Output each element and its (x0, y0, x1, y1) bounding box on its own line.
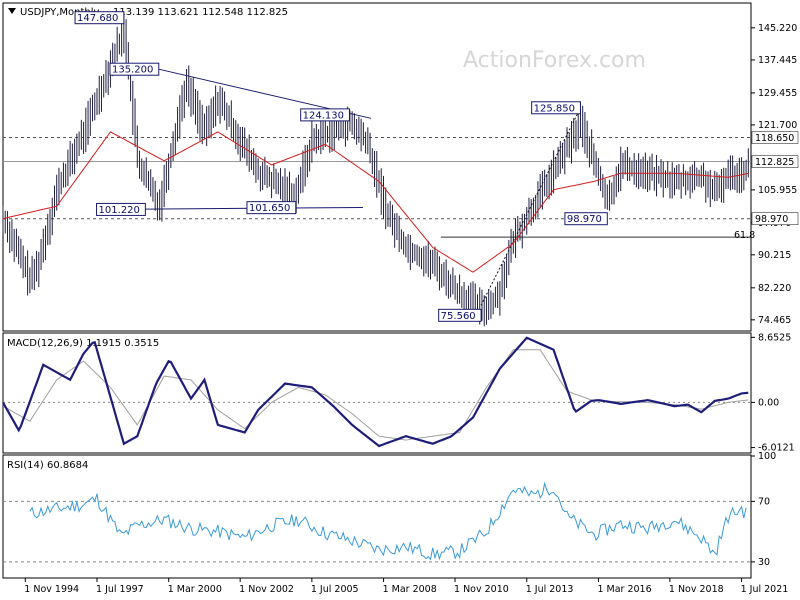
price-y-tick-label: 145.220 (758, 23, 797, 34)
annotation-text: 101.650 (249, 203, 290, 214)
rsi-y-tick-label: 100 (758, 451, 776, 462)
fib-label: 61.8 (734, 230, 755, 241)
price-y-tick-label: 121.700 (758, 120, 797, 131)
x-tick-label: 1 Nov 2002 (239, 584, 294, 595)
macd-signal-line (2, 349, 749, 441)
annotation-layer: 147.680 135.200 124.130 101.220 101.650 75.56… (74, 11, 608, 322)
rally-trendline (480, 107, 581, 306)
macd-panel-frame (2, 332, 752, 454)
price-y-tick-label: 82.220 (758, 283, 791, 294)
ohlc-label: 113.139 113.621 112.548 112.825 (113, 7, 288, 18)
last-price-label-box (751, 155, 799, 168)
price-y-tick-label: 74.465 (758, 315, 791, 326)
last-price-label-text: 112.825 (755, 157, 794, 168)
x-tick-label: 1 Jul 2021 (741, 584, 789, 595)
macd-y-tick-label: 8.6525 (758, 332, 791, 343)
x-tick-label: 1 Nov 2018 (669, 584, 724, 595)
macd-layer (2, 336, 751, 448)
annotation-text: 125.850 (534, 103, 575, 114)
x-tick-label: 1 Nov 2010 (454, 584, 509, 595)
axis-layer: 145.220137.445129.455121.700105.95597.97… (24, 23, 799, 595)
x-tick-label: 1 Mar 2000 (168, 584, 222, 595)
level-118-label-text: 118.650 (755, 133, 794, 144)
price-y-tick-label: 105.955 (758, 185, 797, 196)
x-tick-label: 1 Jul 1997 (96, 584, 144, 595)
watermark: ActionForex.com (463, 48, 646, 73)
annotation-text: 147.680 (77, 13, 118, 24)
level-98-label-box (751, 212, 799, 226)
level-98-label-text: 98.970 (755, 214, 788, 225)
rsi-line (29, 481, 747, 561)
rsi-y-tick-label: 30 (758, 557, 770, 568)
x-tick-label: 1 Mar 2008 (383, 584, 437, 595)
rsi-y-tick-label: 70 (758, 496, 770, 507)
x-tick-label: 1 Jul 2013 (526, 584, 574, 595)
price-layer (2, 13, 751, 327)
annotation-text: 124.130 (303, 110, 344, 121)
x-tick-label: 1 Jul 2005 (311, 584, 359, 595)
macd-y-tick-label: -6.0121 (758, 443, 795, 454)
annotation-text: 135.200 (112, 65, 153, 76)
price-y-tick-label: 90.215 (758, 250, 791, 261)
price-y-tick-label: 137.445 (758, 55, 797, 66)
price-panel-header: USDJPY,Monthly 113.139 113.621 112.548 1… (8, 7, 288, 18)
rsi-panel-frame (2, 454, 752, 579)
price-y-tick-label: 129.455 (758, 88, 797, 99)
annotation-box (246, 201, 297, 215)
annotation-box (74, 11, 125, 25)
macd-y-tick-label: 0.00 (758, 397, 779, 408)
annotation-text: 98.970 (567, 214, 602, 225)
annotation-box (564, 212, 608, 226)
annotation-text: 75.560 (441, 311, 476, 322)
annotation-box (96, 202, 146, 216)
annotation-box (438, 308, 482, 322)
annotation-box (109, 62, 160, 76)
rsi-label: RSI(14) 60.8684 (7, 460, 88, 471)
macd-line (2, 336, 749, 448)
symbol-label: USDJPY,Monthly (20, 7, 100, 18)
moving-average-line (2, 131, 749, 273)
macd-label: MACD(12,26,9) 1.1915 0.3515 (7, 338, 159, 349)
x-tick-label: 1 Nov 1994 (24, 584, 79, 595)
level-118-label-box (751, 131, 799, 144)
annotation-box (300, 108, 350, 122)
annotation-text: 101.220 (99, 205, 140, 216)
annotation-box (531, 101, 581, 115)
x-tick-label: 1 Mar 2016 (597, 584, 651, 595)
price-panel-frame (2, 2, 752, 332)
rsi-layer (3, 481, 751, 563)
